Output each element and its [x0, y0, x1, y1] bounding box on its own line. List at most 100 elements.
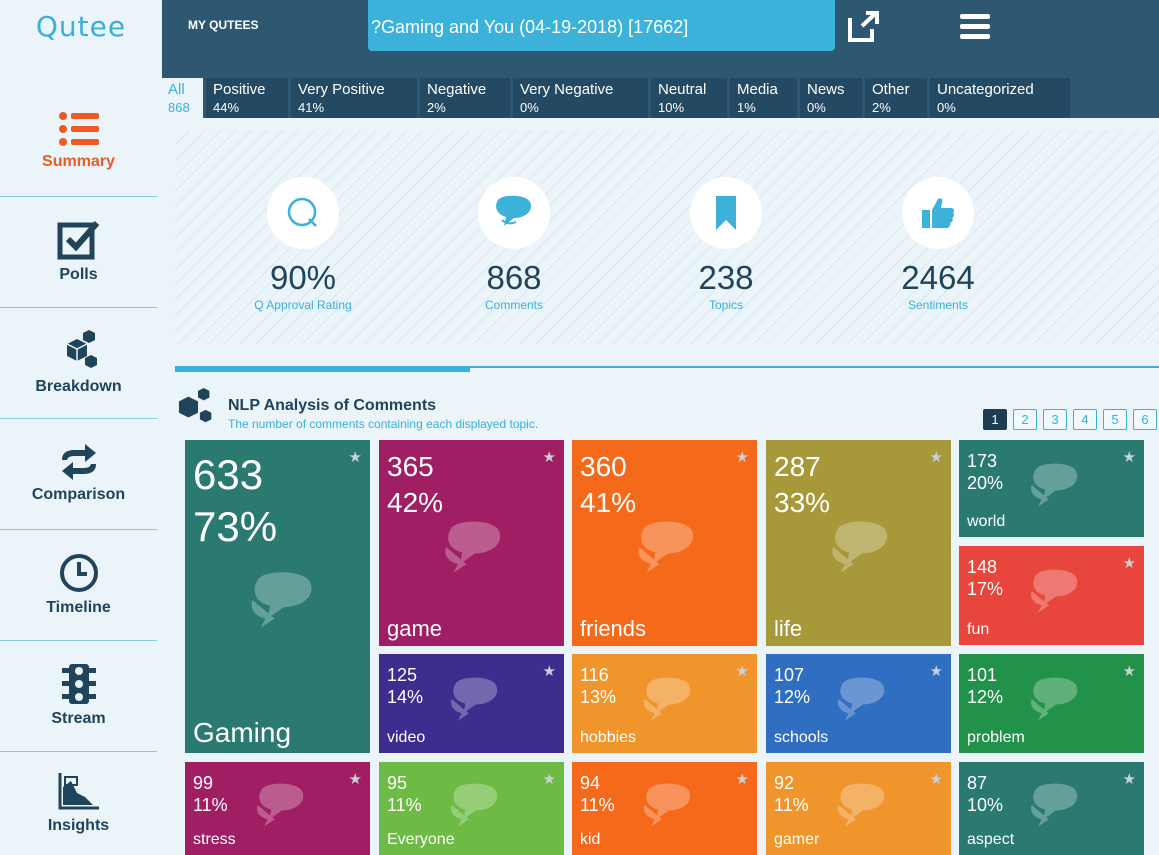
topic-word: hobbies: [580, 729, 637, 746]
star-icon[interactable]: ★: [348, 771, 362, 788]
star-icon[interactable]: ★: [929, 663, 943, 680]
topic-percent: 11%: [774, 795, 809, 815]
page-3-button[interactable]: 3: [1043, 409, 1067, 430]
stat-sentiments: 2464 Sentiments: [848, 177, 1028, 312]
traffic-light-icon: [61, 664, 96, 704]
sidebar-item-summary[interactable]: Summary: [0, 86, 157, 197]
tab-very-positive[interactable]: Very Positive 41%: [291, 78, 417, 118]
topic-tile[interactable]: ★ 125 14% video: [379, 654, 564, 753]
stat-caption: Q Approval Rating: [254, 298, 352, 312]
my-qutees-link[interactable]: MY QUTEES: [188, 18, 259, 32]
star-icon[interactable]: ★: [348, 449, 362, 466]
tab-very-negative[interactable]: Very Negative 0%: [513, 78, 648, 118]
topic-count: 633: [193, 451, 264, 498]
hamburger-menu-icon[interactable]: [958, 10, 994, 44]
star-icon[interactable]: ★: [542, 663, 556, 680]
comment-bubble-icon: [837, 677, 885, 721]
topic-word: friends: [580, 616, 647, 641]
tab-all[interactable]: All 868: [162, 78, 203, 118]
page-1-button[interactable]: 1: [983, 409, 1007, 430]
topic-tile[interactable]: ★ 148 17% fun: [959, 546, 1144, 645]
topic-percent: 14%: [387, 687, 424, 707]
comment-bubble-icon: [251, 572, 312, 628]
star-icon[interactable]: ★: [1122, 555, 1136, 572]
topic-percent: 11%: [193, 795, 228, 815]
topic-count: 365: [387, 451, 434, 482]
topic-tile[interactable]: ★ 87 10% aspect: [959, 762, 1144, 855]
topic-percent: 11%: [387, 795, 422, 815]
comment-bubble-icon: [445, 521, 501, 573]
comment-bubble-icon: [1030, 569, 1078, 613]
sidebar-item-polls[interactable]: Polls: [0, 197, 157, 308]
sidebar-item-stream[interactable]: Stream: [0, 641, 157, 752]
topic-tile[interactable]: ★ 287 33% life: [766, 440, 951, 646]
topic-tile[interactable]: ★ 101 12% problem: [959, 654, 1144, 753]
topic-tile[interactable]: ★ 360 41% friends: [572, 440, 757, 646]
page-6-button[interactable]: 6: [1133, 409, 1157, 430]
tab-other[interactable]: Other 2%: [865, 78, 927, 118]
tab-uncategorized[interactable]: Uncategorized 0%: [930, 78, 1070, 118]
topic-percent: 17%: [967, 579, 1004, 599]
topic-percent: 20%: [967, 473, 1004, 493]
star-icon[interactable]: ★: [735, 449, 749, 466]
survey-title[interactable]: ?Gaming and You (04-19-2018) [17662]: [368, 0, 835, 51]
star-icon[interactable]: ★: [1122, 771, 1136, 788]
sidebar-item-timeline[interactable]: Timeline: [0, 530, 157, 641]
star-icon[interactable]: ★: [735, 771, 749, 788]
stat-topics: 238 Topics: [636, 177, 816, 312]
topic-count: 125: [387, 665, 418, 685]
sidebar-item-breakdown[interactable]: Breakdown: [0, 308, 157, 419]
tab-news[interactable]: News 0%: [800, 78, 862, 118]
star-icon[interactable]: ★: [1122, 449, 1136, 466]
chart-icon: [58, 772, 99, 809]
checkbox-icon: [57, 221, 99, 260]
tab-neutral[interactable]: Neutral 10%: [651, 78, 727, 118]
topic-tile[interactable]: ★ 95 11% Everyone: [379, 762, 564, 855]
comment-bubble-icon: [643, 677, 691, 721]
topic-word: stress: [193, 831, 236, 848]
page-5-button[interactable]: 5: [1103, 409, 1127, 430]
comment-bubble-icon: [1030, 463, 1078, 507]
comment-bubble-icon: [832, 521, 888, 573]
nlp-section-header: NLP Analysis of Comments The number of c…: [175, 386, 735, 432]
topic-tile[interactable]: ★ 116 13% hobbies: [572, 654, 757, 753]
star-icon[interactable]: ★: [1122, 663, 1136, 680]
sidebar-item-comparison[interactable]: Comparison: [0, 419, 157, 530]
stat-comments: 868 Comments: [424, 177, 604, 312]
star-icon[interactable]: ★: [735, 663, 749, 680]
topic-tile[interactable]: ★ 173 20% world: [959, 440, 1144, 537]
comment-bubble-icon: [256, 783, 304, 827]
sentiment-tabs: All 868 Positive 44% Very Positive 41% Nega…: [162, 78, 1073, 118]
nlp-title: NLP Analysis of Comments: [228, 397, 437, 414]
page-4-button[interactable]: 4: [1073, 409, 1097, 430]
thumbs-up-icon: [902, 177, 974, 249]
topic-word: world: [967, 513, 1006, 530]
star-icon[interactable]: ★: [542, 449, 556, 466]
pagination: 1 2 3 4 5 6: [983, 409, 1157, 430]
topic-tile[interactable]: ★ 92 11% gamer: [766, 762, 951, 855]
topic-tile[interactable]: ★ 94 11% kid: [572, 762, 757, 855]
topic-count: 99: [193, 773, 214, 793]
tab-negative[interactable]: Negative 2%: [420, 78, 510, 118]
sidebar-item-insights[interactable]: Insights: [0, 752, 157, 855]
tab-positive[interactable]: Positive 44%: [206, 78, 288, 118]
star-icon[interactable]: ★: [542, 771, 556, 788]
stat-caption: Sentiments: [907, 298, 969, 312]
star-icon[interactable]: ★: [929, 771, 943, 788]
topic-tile[interactable]: ★ 107 12% schools: [766, 654, 951, 753]
topic-count: 148: [967, 557, 998, 577]
topic-count: 92: [774, 773, 795, 793]
topic-tile[interactable]: ★ 99 11% stress: [185, 762, 370, 855]
star-icon[interactable]: ★: [929, 449, 943, 466]
external-link-icon[interactable]: [846, 10, 882, 44]
topic-tile[interactable]: ★ 633 73% Gaming: [185, 440, 370, 753]
topic-percent: 33%: [774, 487, 831, 518]
topic-count: 116: [580, 665, 609, 685]
tab-media[interactable]: Media 1%: [730, 78, 797, 118]
qutee-logo[interactable]: Qutee: [35, 10, 127, 43]
topic-tile[interactable]: ★ 365 42% game: [379, 440, 564, 646]
topic-word: aspect: [967, 831, 1015, 848]
q-logo-icon: [267, 177, 339, 249]
topic-word: game: [387, 616, 443, 641]
page-2-button[interactable]: 2: [1013, 409, 1037, 430]
